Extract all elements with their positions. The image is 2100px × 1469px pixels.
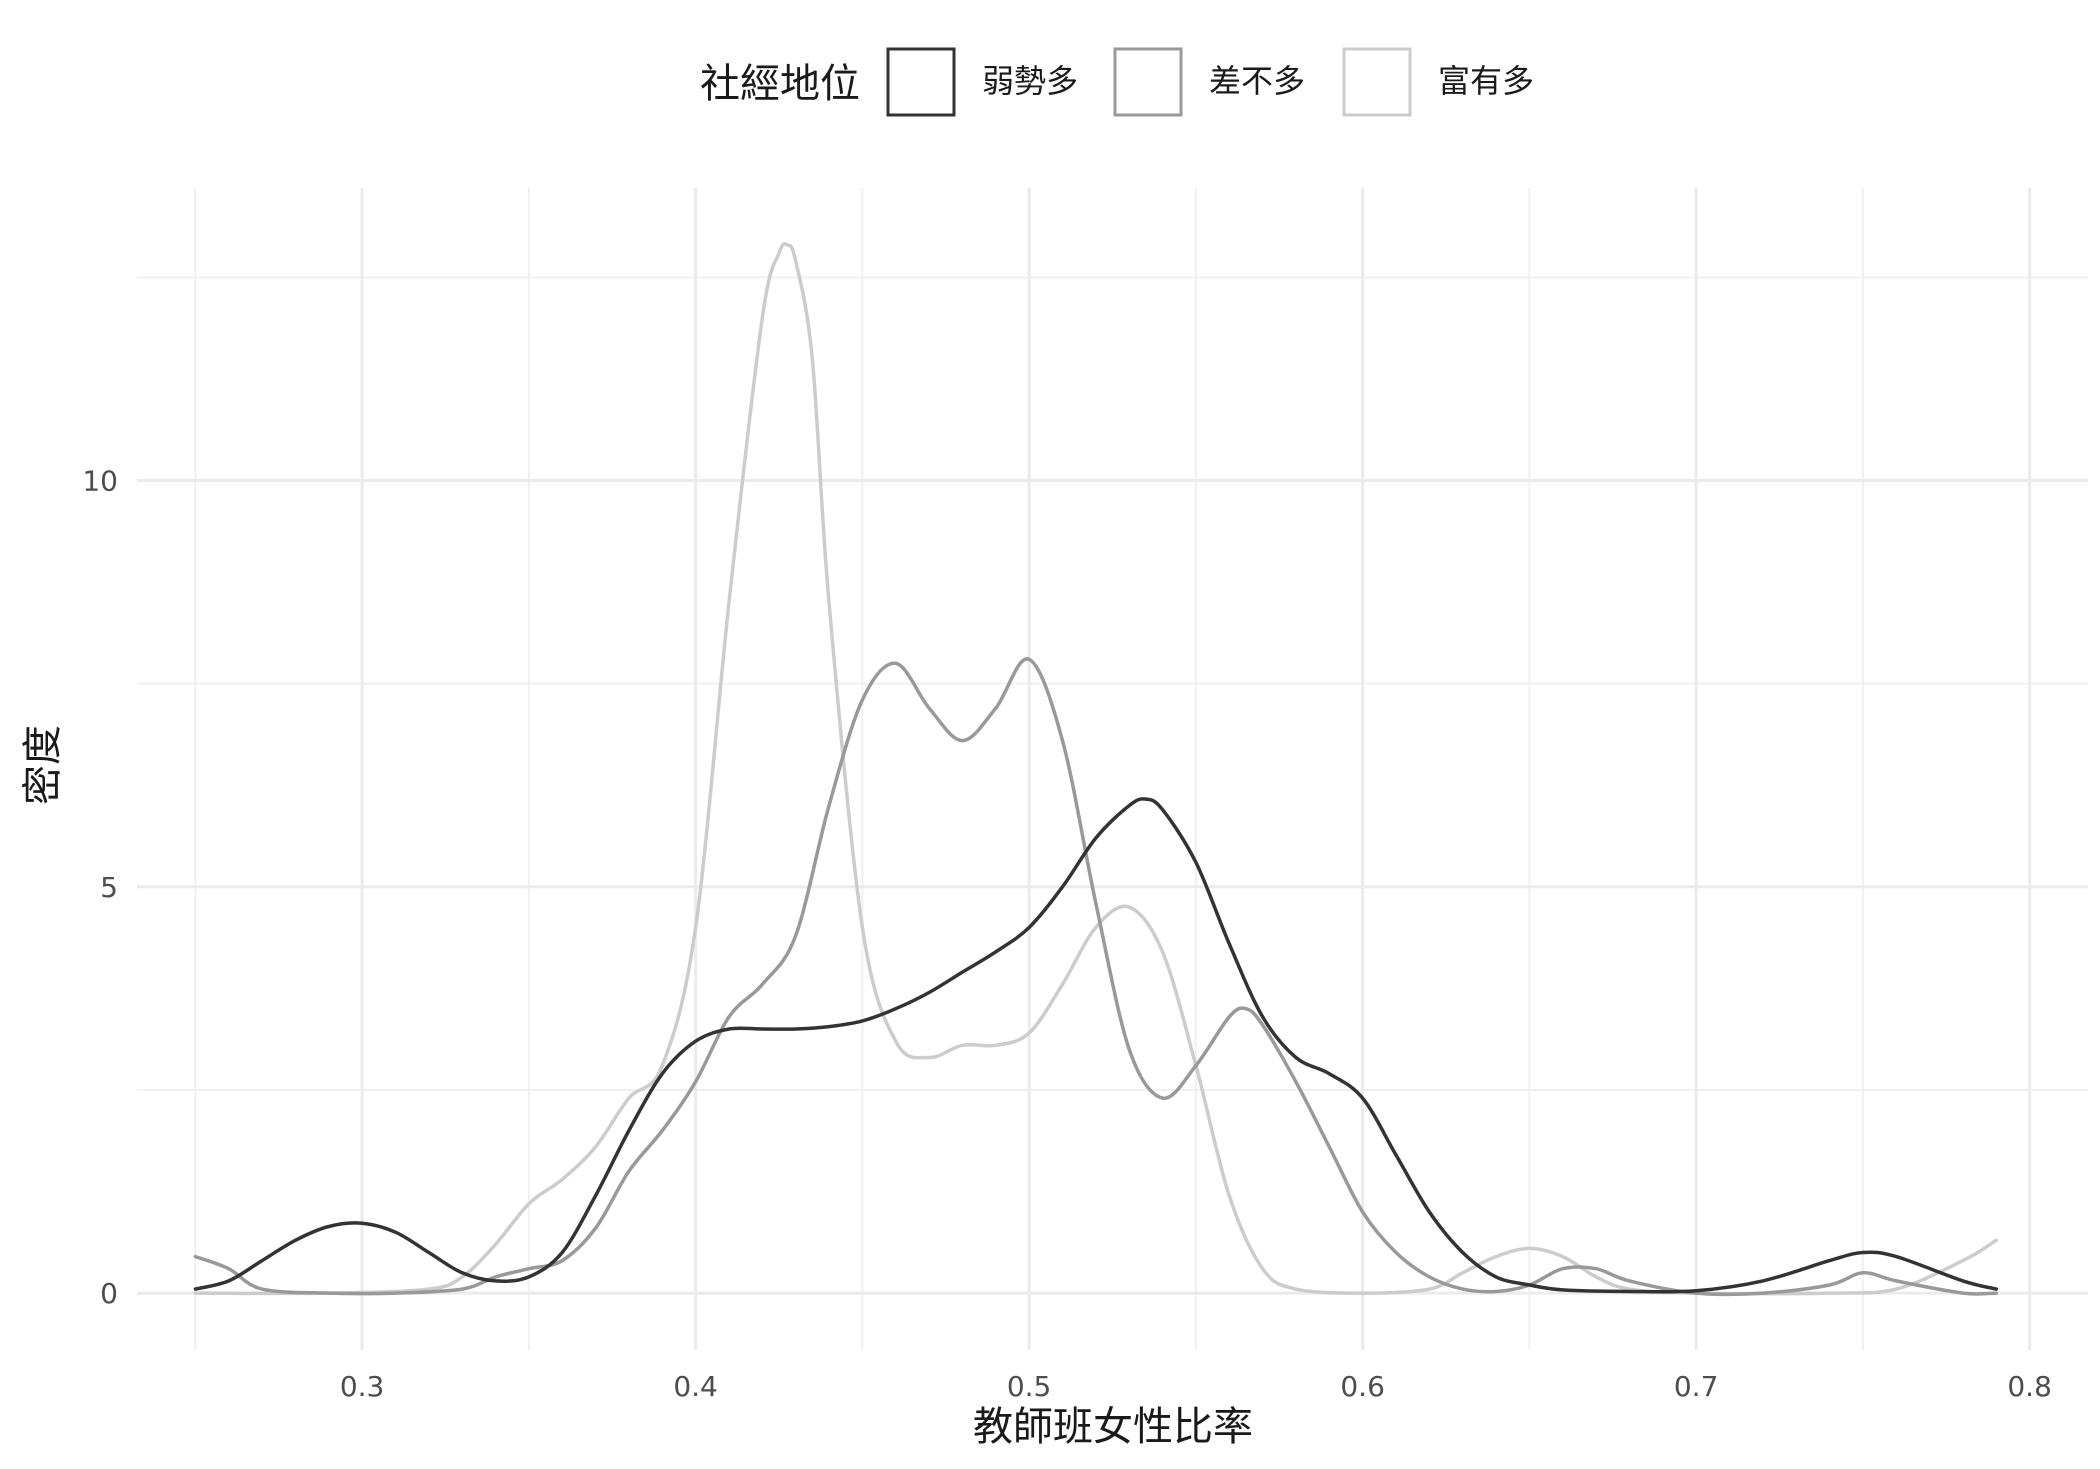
density-curves [193, 241, 1999, 1297]
x-axis-title: 教師班女性比率 [973, 1404, 1253, 1450]
x-tick-label: 0.8 [2007, 1370, 2052, 1403]
x-axis-ticks: 0.3 0.4 0.5 0.6 0.7 0.8 [340, 1370, 2052, 1403]
minor-gridlines [137, 188, 2088, 1350]
density-line-3 [193, 241, 1999, 1296]
legend-key-1 [886, 47, 956, 117]
legend-key-2 [1113, 47, 1183, 117]
legend: 社經地位 弱勢多 差不多 富有多 [700, 47, 1534, 117]
y-tick-label: 0 [100, 1277, 118, 1310]
legend-title: 社經地位 [700, 61, 860, 107]
legend-key-3 [1342, 47, 1412, 117]
y-axis-ticks: 0 5 10 [82, 465, 118, 1311]
density-line-2 [193, 657, 1999, 1297]
x-tick-label: 0.6 [1340, 1370, 1385, 1403]
major-gridlines [137, 188, 2088, 1350]
y-axis-title: 密度 [20, 725, 66, 805]
y-tick-label: 5 [100, 871, 118, 904]
x-tick-label: 0.7 [1674, 1370, 1719, 1403]
legend-label-3: 富有多 [1438, 62, 1534, 100]
x-tick-label: 0.4 [673, 1370, 718, 1403]
density-line-1 [193, 797, 1999, 1294]
x-tick-label: 0.3 [340, 1370, 385, 1403]
legend-items: 弱勢多 差不多 富有多 [886, 47, 1534, 117]
y-tick-label: 10 [82, 465, 118, 498]
legend-label-1: 弱勢多 [982, 62, 1078, 100]
legend-label-2: 差不多 [1209, 62, 1305, 100]
x-tick-label: 0.5 [1007, 1370, 1052, 1403]
